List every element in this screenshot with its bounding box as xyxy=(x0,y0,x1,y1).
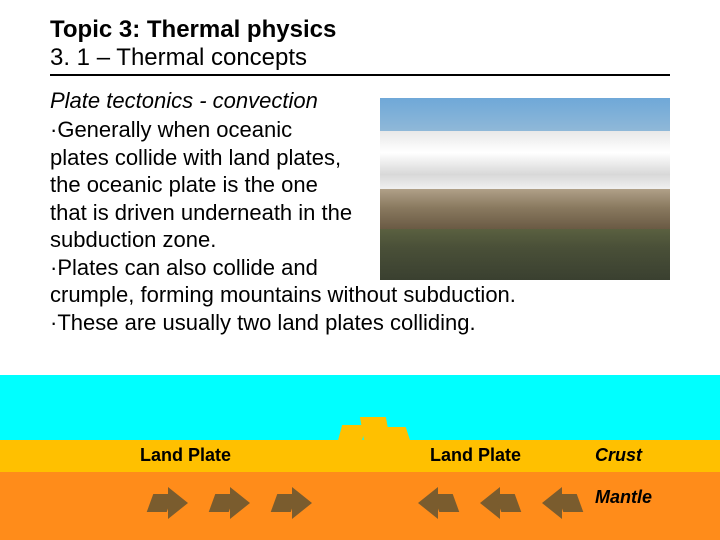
bullet-3: ·These are usually two land plates colli… xyxy=(50,310,476,335)
slide-header: Topic 3: Thermal physics 3. 1 – Thermal … xyxy=(0,0,720,82)
bullet-1-line: subduction zone. xyxy=(50,226,370,254)
mountain-photo xyxy=(380,98,670,280)
bullet-1-line: the oceanic plate is the one xyxy=(50,171,370,199)
bullet-2-rest: crumple, forming mountains without subdu… xyxy=(50,282,516,307)
topic-subtitle: 3. 1 – Thermal concepts xyxy=(50,44,670,76)
label-land-plate-right: Land Plate xyxy=(430,445,521,466)
bullet-2-lead: ·Plates can also collide and xyxy=(50,254,370,282)
plate-diagram: Land Plate Land Plate Crust Mantle xyxy=(0,375,720,540)
topic-title: Topic 3: Thermal physics xyxy=(50,16,670,44)
diagram-mountain-bump xyxy=(384,427,411,441)
bullet-1-line: that is driven underneath in the xyxy=(50,199,370,227)
label-crust: Crust xyxy=(595,445,642,466)
label-land-plate-left: Land Plate xyxy=(140,445,231,466)
bullet-1-line: plates collide with land plates, xyxy=(50,144,370,172)
label-mantle: Mantle xyxy=(595,487,652,508)
bullet-1-line: ·Generally when oceanic xyxy=(50,116,370,144)
slide: Topic 3: Thermal physics 3. 1 – Thermal … xyxy=(0,0,720,540)
